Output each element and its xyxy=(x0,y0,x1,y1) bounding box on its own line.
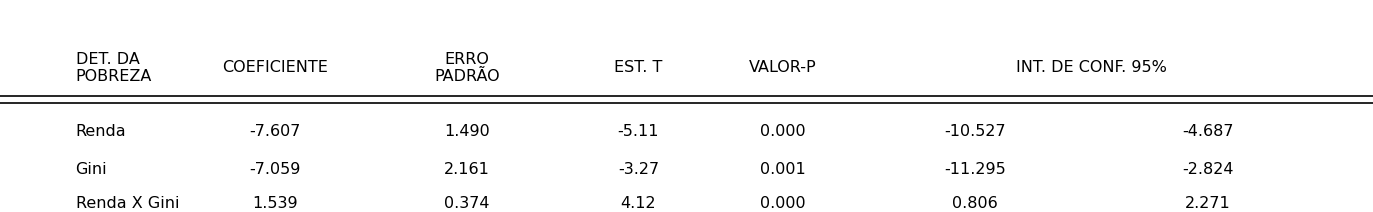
Text: EST. T: EST. T xyxy=(614,60,663,75)
Text: 1.539: 1.539 xyxy=(251,196,298,211)
Text: 0.000: 0.000 xyxy=(759,196,806,211)
Text: -7.607: -7.607 xyxy=(249,124,301,139)
Text: -3.27: -3.27 xyxy=(618,162,659,177)
Text: 0.000: 0.000 xyxy=(759,124,806,139)
Text: DET. DA
POBREZA: DET. DA POBREZA xyxy=(76,52,152,84)
Text: 0.001: 0.001 xyxy=(759,162,806,177)
Text: ERRO
PADRÃO: ERRO PADRÃO xyxy=(434,52,500,84)
Text: Gini: Gini xyxy=(76,162,107,177)
Text: 2.161: 2.161 xyxy=(443,162,490,177)
Text: 1.490: 1.490 xyxy=(443,124,490,139)
Text: INT. DE CONF. 95%: INT. DE CONF. 95% xyxy=(1016,60,1167,75)
Text: 0.806: 0.806 xyxy=(951,196,998,211)
Text: -5.11: -5.11 xyxy=(618,124,659,139)
Text: Renda: Renda xyxy=(76,124,126,139)
Text: 0.374: 0.374 xyxy=(443,196,490,211)
Text: 2.271: 2.271 xyxy=(1185,196,1232,211)
Text: COEFICIENTE: COEFICIENTE xyxy=(221,60,328,75)
Text: Renda X Gini: Renda X Gini xyxy=(76,196,178,211)
Text: -11.295: -11.295 xyxy=(945,162,1005,177)
Text: VALOR-P: VALOR-P xyxy=(748,60,817,75)
Text: -2.824: -2.824 xyxy=(1182,162,1234,177)
Text: -7.059: -7.059 xyxy=(249,162,301,177)
Text: -10.527: -10.527 xyxy=(945,124,1005,139)
Text: 4.12: 4.12 xyxy=(621,196,656,211)
Text: -4.687: -4.687 xyxy=(1182,124,1234,139)
